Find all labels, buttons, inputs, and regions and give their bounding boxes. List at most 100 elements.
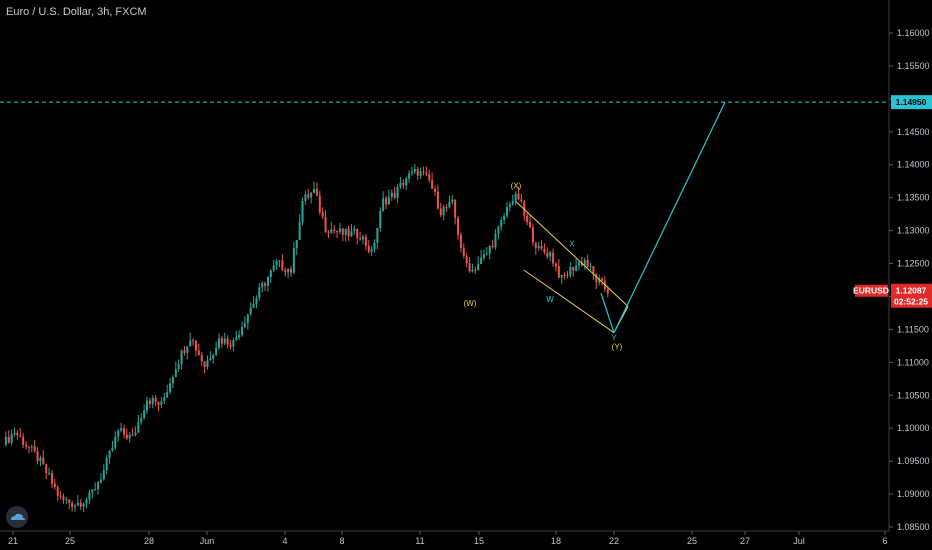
candle-body [287, 268, 290, 273]
candle-body [148, 400, 151, 404]
time-tick-label: 27 [740, 536, 750, 546]
candle-body [347, 228, 350, 237]
candle-body [120, 428, 123, 431]
candle-body [491, 246, 494, 248]
candle-body [174, 369, 177, 377]
time-tick-label: 18 [551, 536, 561, 546]
candle-body [131, 434, 134, 436]
candle-body [393, 192, 396, 199]
candle-body [526, 215, 529, 222]
tradingview-logo-icon[interactable] [6, 506, 28, 528]
candle-body [419, 171, 422, 176]
time-tick-label: 28 [144, 536, 154, 546]
candle-body [537, 246, 540, 249]
candle-body [99, 479, 102, 483]
candle-body [255, 297, 258, 304]
candle-body [459, 234, 462, 249]
candle-body [114, 436, 117, 448]
candle-body [373, 242, 376, 250]
candle-body [209, 358, 212, 361]
wave-label-y: Y [611, 334, 617, 343]
candle-body [215, 347, 218, 355]
candle-body [552, 252, 555, 264]
candle-body [295, 239, 298, 249]
candle-body [606, 289, 609, 294]
candle-body [494, 234, 497, 248]
candle-body [595, 273, 598, 283]
wave-label-w-paren: (W) [464, 299, 477, 308]
candle-body [192, 340, 195, 342]
candle-body [543, 248, 546, 253]
candle-body [503, 215, 506, 221]
candle-body [275, 260, 278, 266]
candle-body [434, 188, 436, 192]
candle-body [71, 502, 74, 507]
candle-body [238, 335, 241, 338]
price-tick-label: 1.13500 [897, 193, 930, 203]
candle-body [431, 180, 434, 189]
candle-body [356, 228, 359, 239]
candle-body [301, 200, 304, 222]
time-tick-label: Jul [793, 536, 805, 546]
price-tick-label: 1.11000 [897, 357, 929, 367]
candle-body [580, 262, 583, 266]
candle-body [566, 275, 569, 277]
time-tick-label: 21 [8, 536, 18, 546]
candle-body [546, 252, 549, 257]
time-tick-label: 4 [282, 536, 287, 546]
candle-body [321, 212, 324, 217]
candle-body [226, 338, 229, 345]
candle-body [278, 260, 281, 262]
cloud-icon [11, 513, 25, 520]
candle-body [523, 201, 526, 216]
candle-body [390, 192, 393, 197]
candle-body [27, 446, 30, 448]
candle-body [200, 354, 203, 362]
candle-body [25, 444, 28, 447]
candle-body [474, 269, 477, 271]
candle-body [160, 401, 163, 405]
candle-body [396, 187, 399, 199]
candle-body [220, 338, 223, 344]
candle-body [91, 489, 94, 493]
candle-body [33, 446, 36, 452]
chart-title: Euro / U.S. Dollar, 3h, FXCM [6, 6, 147, 18]
candle-body [243, 323, 246, 328]
candle-body [134, 432, 137, 435]
candle-body [111, 447, 114, 451]
candle-body [241, 327, 244, 336]
candle-body [583, 260, 586, 266]
candlestick-series [4, 163, 609, 513]
candle-body [94, 489, 97, 491]
candle-body [82, 503, 85, 507]
candle-body [137, 422, 140, 433]
candle-body [261, 283, 264, 288]
candle-body [258, 287, 261, 298]
candle-body [531, 227, 534, 243]
candle-body [13, 432, 16, 435]
candle-body [514, 193, 517, 202]
candle-body [336, 231, 339, 233]
candle-body [333, 229, 336, 232]
candle-body [382, 198, 385, 211]
candle-body [324, 216, 327, 233]
candle-body [410, 171, 413, 174]
time-tick-label: 22 [609, 536, 619, 546]
candle-body [105, 458, 108, 471]
candle-body [48, 473, 51, 475]
time-tick-label: 6 [882, 536, 887, 546]
candle-body [416, 169, 419, 176]
candle-body [408, 173, 411, 179]
candle-body [194, 340, 197, 351]
candle-body [19, 435, 22, 437]
candle-body [485, 253, 488, 255]
time-tick-label: Jun [200, 536, 215, 546]
price-tick-label: 1.09500 [897, 456, 930, 466]
current-price-tag [891, 283, 932, 308]
candle-body [560, 275, 563, 278]
candle-body [422, 171, 425, 173]
wave-overlays: (W) (X) W X Y(Y) [0, 101, 889, 352]
time-axis: 21 25 28 Jun 4 8 11 15 18 22 25 27 Jul 6 [0, 530, 889, 546]
candle-body [405, 178, 408, 186]
